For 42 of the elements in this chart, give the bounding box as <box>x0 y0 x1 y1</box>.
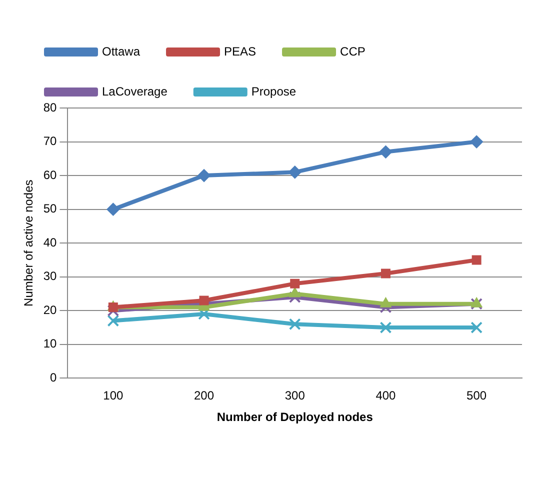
point <box>106 202 120 216</box>
point <box>288 318 301 330</box>
point <box>472 255 482 265</box>
y-tick-label: 60 <box>43 168 58 182</box>
point <box>108 302 118 312</box>
y-tick-label: 40 <box>43 235 58 250</box>
y-tick-label: 10 <box>43 336 58 351</box>
y-tick-label: 70 <box>43 134 58 148</box>
point <box>198 169 211 182</box>
y-tick-label: 30 <box>43 269 58 284</box>
point <box>380 297 392 308</box>
point <box>289 287 301 298</box>
point <box>379 145 392 158</box>
point <box>198 308 210 320</box>
point <box>380 322 392 334</box>
point <box>470 135 484 148</box>
point <box>288 166 302 179</box>
x-tick-label: 100 <box>103 388 124 403</box>
y-axis-title: Number of active nodes <box>22 180 36 306</box>
point <box>290 278 300 288</box>
point <box>470 298 483 310</box>
x-tick-label: 500 <box>466 388 487 403</box>
y-tick-label: 20 <box>43 302 58 317</box>
point <box>199 296 209 306</box>
x-tick-label: 300 <box>284 388 306 403</box>
x-tick-label: 400 <box>376 388 396 403</box>
x-tick-label: 200 <box>194 388 214 403</box>
point <box>470 322 483 334</box>
point <box>380 268 390 278</box>
y-tick-label: 0 <box>50 370 58 385</box>
legend-label: LaCoverage <box>102 84 168 98</box>
point <box>288 291 301 304</box>
point <box>107 314 120 327</box>
y-tick-label: 80 <box>43 100 58 114</box>
legend-label: Propose <box>251 84 296 98</box>
point <box>107 304 120 317</box>
legend-label: CCP <box>340 44 366 58</box>
point <box>470 297 482 308</box>
legend-label: PEAS <box>224 44 256 58</box>
y-tick-label: 50 <box>43 202 58 216</box>
legend-label: Ottawa <box>102 44 140 58</box>
x-axis-title: Number of Deployed nodes <box>216 410 374 424</box>
